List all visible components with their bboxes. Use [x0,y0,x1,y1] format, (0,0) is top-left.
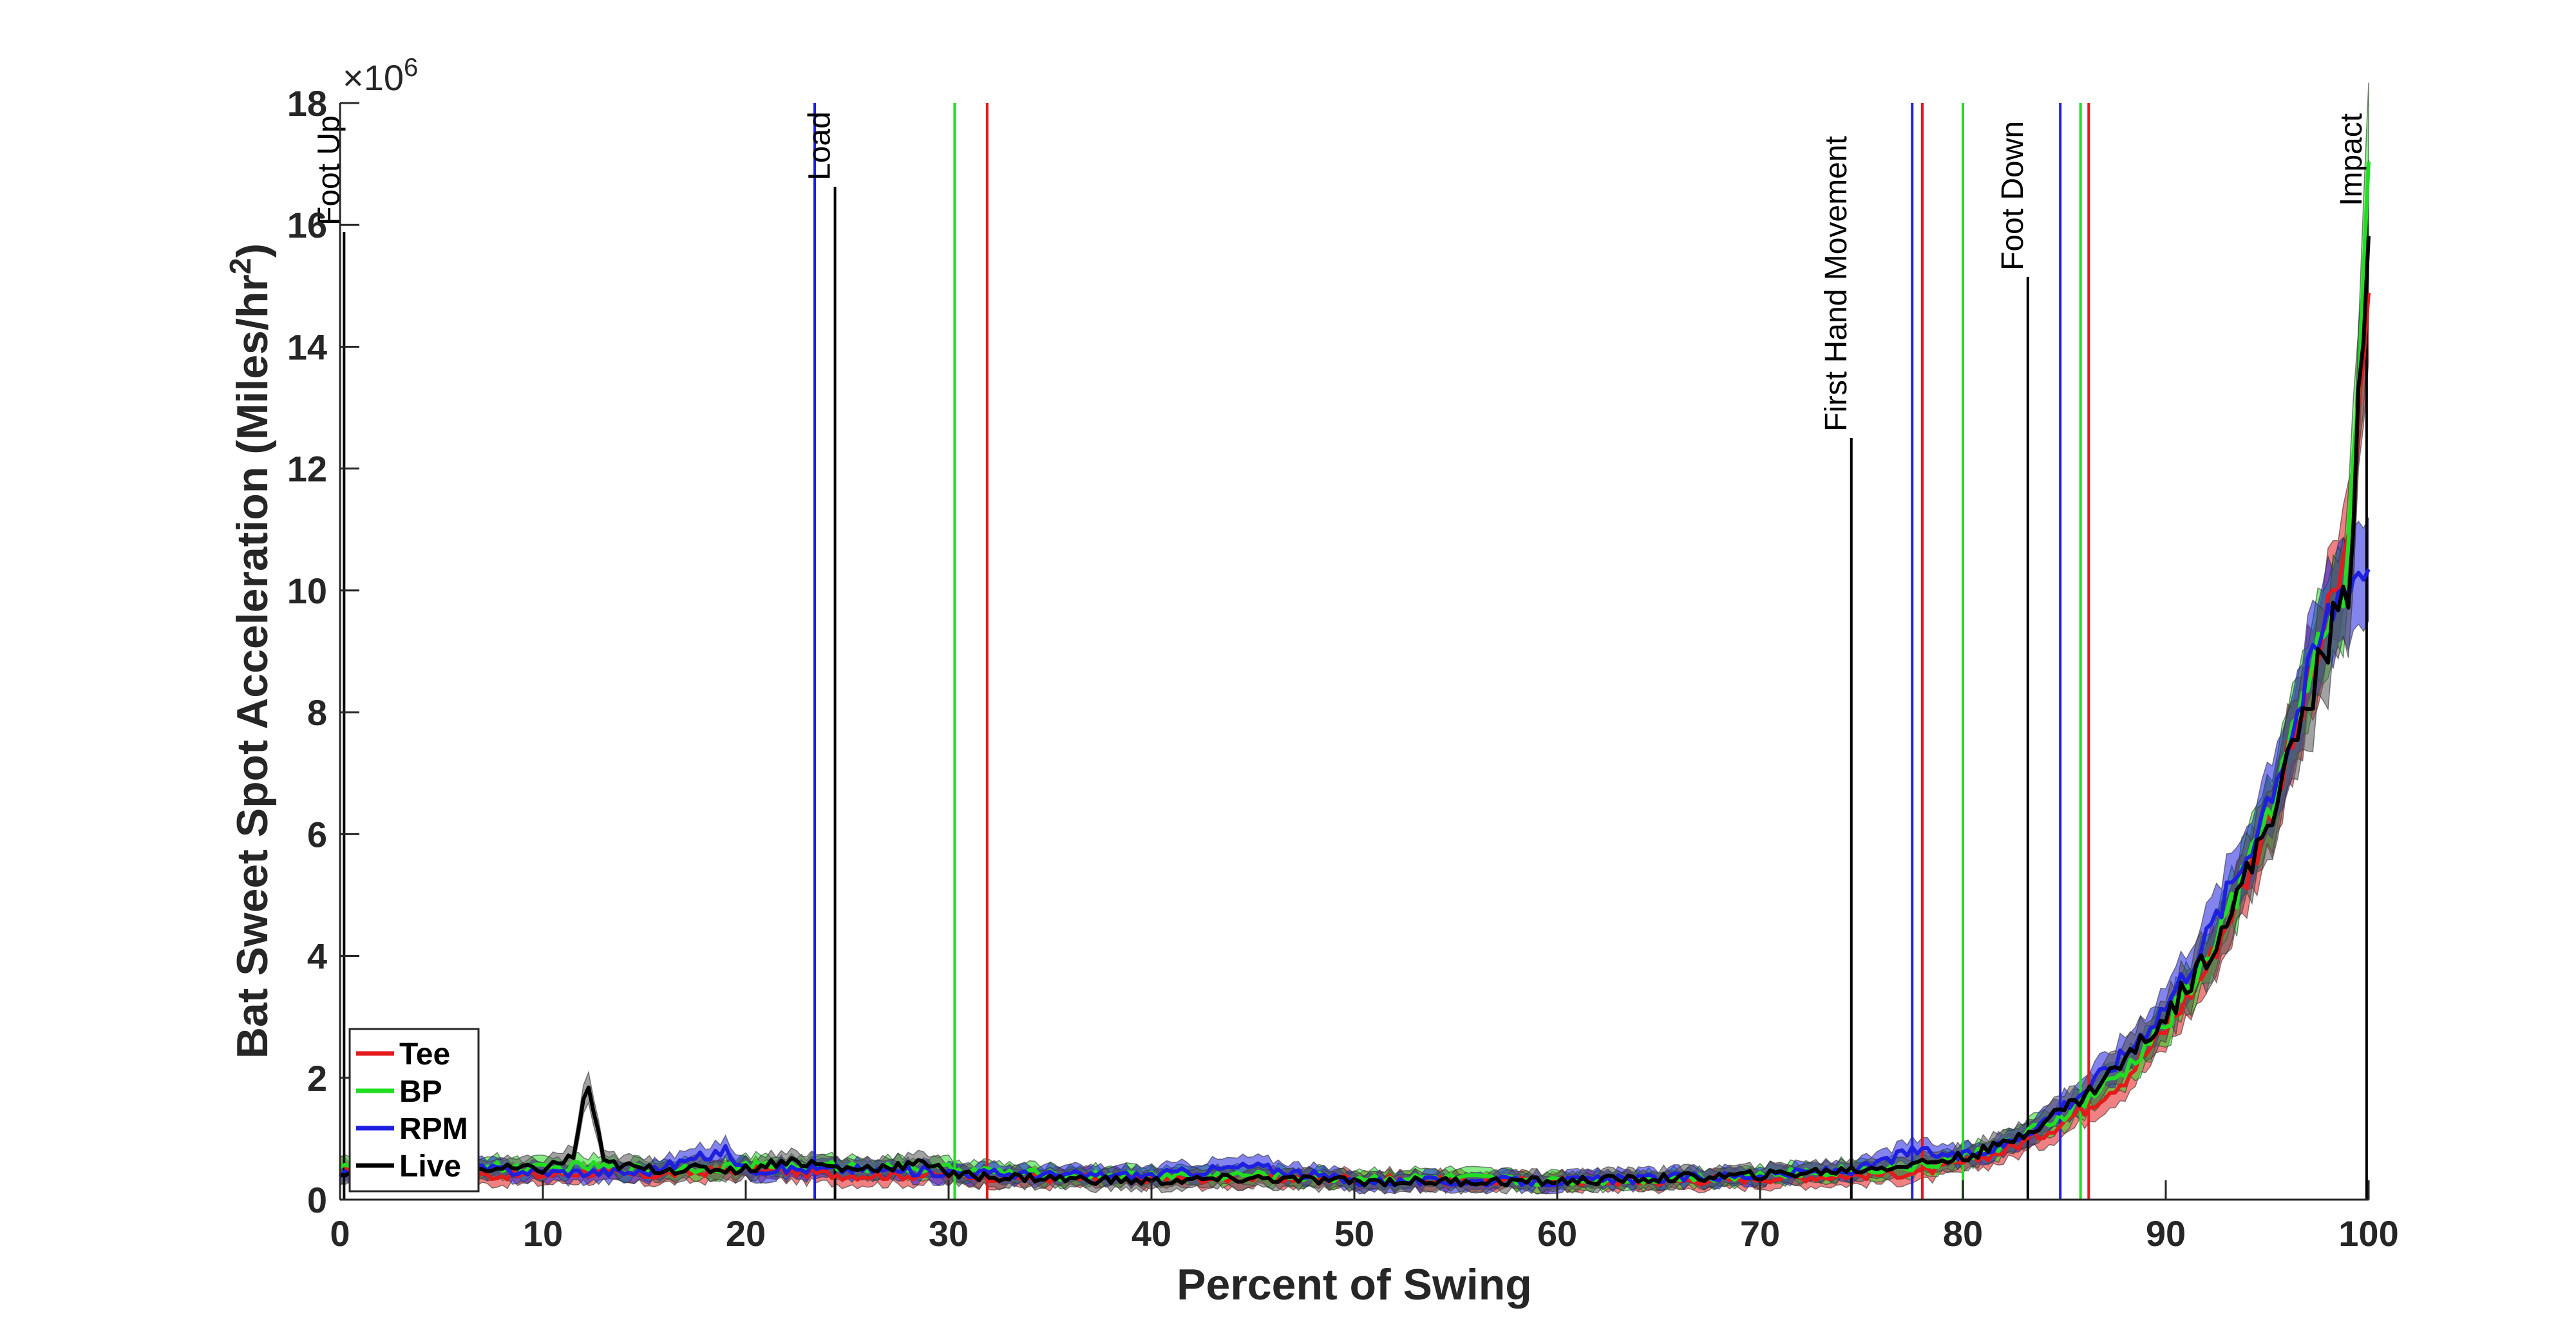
x-tick-label-70: 70 [1740,1213,1780,1254]
x-tick-label-30: 30 [929,1213,969,1254]
y-axis-title: Bat Sweet Spot Acceleration (Miles/hr2) [223,243,277,1059]
x-axis-title: Percent of Swing [1177,1260,1532,1309]
y-multiplier-base: ×10 [343,57,404,98]
legend-label-rpm: RPM [399,1112,468,1146]
y-tick-label-10: 10 [287,571,327,611]
legend-label-bp: BP [399,1075,442,1109]
event-label-first-hand-movement: First Hand Movement [1819,136,1853,431]
y-tick-label-8: 8 [307,692,327,733]
y-tick-label-4: 4 [307,936,327,977]
series-line-live [339,236,2371,1188]
legend-label-tee: Tee [399,1037,450,1071]
y-tick-label-16: 16 [287,205,327,245]
y-tick-label-12: 12 [287,449,327,489]
legend-label-live: Live [399,1149,461,1184]
y-axis-title-end: ) [228,243,277,258]
y-tick-label-18: 18 [287,83,327,124]
y-tick-label-0: 0 [307,1180,327,1220]
y-axis-title-main: Bat Sweet Spot Acceleration (Miles/hr [228,274,277,1059]
plot-background [340,103,2369,1200]
x-tick-label-90: 90 [2146,1213,2186,1254]
y-multiplier: ×106 [343,53,418,98]
y-tick-label-2: 2 [307,1058,327,1099]
x-tick-label-50: 50 [1334,1213,1374,1254]
event-lines: Foot Up Load First Hand Movement Foot Down I… [312,103,2369,1200]
event-label-impact: Impact [2334,113,2369,206]
x-tick-label-0: 0 [330,1213,350,1254]
event-label-load: Load [803,111,837,180]
x-tick-label-60: 60 [1537,1213,1577,1254]
x-tick-label-40: 40 [1132,1213,1171,1254]
event-label-foot-down: Foot Down [1996,121,2030,270]
tick-labels: 0 10 20 30 40 50 60 70 80 90 100 0 2 4 6 8 10 12 14 16 18 [287,83,2399,1254]
x-tick-label-80: 80 [1943,1213,1983,1254]
x-tick-label-20: 20 [726,1213,766,1254]
y-multiplier-exp: 6 [404,53,418,82]
x-tick-label-10: 10 [523,1213,563,1254]
y-axis-title-sup: 2 [223,258,257,275]
y-tick-label-14: 14 [287,326,327,367]
axes [339,102,2370,1201]
x-tick-label-100: 100 [2338,1213,2398,1254]
y-tick-label-6: 6 [307,814,327,854]
